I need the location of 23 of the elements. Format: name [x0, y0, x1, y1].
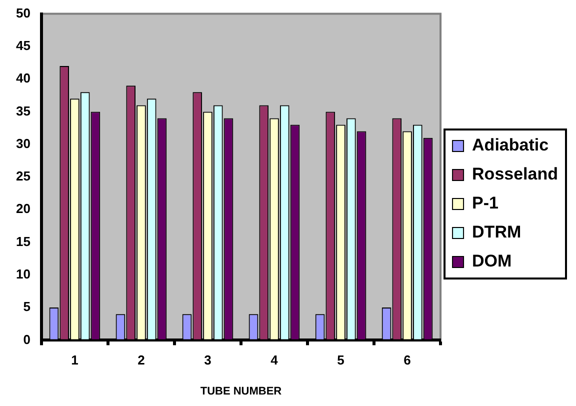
- y-tick-label: 50: [16, 5, 30, 20]
- x-tick-label: 6: [404, 352, 411, 368]
- x-tick-label: 5: [337, 352, 344, 368]
- x-tick-label: 1: [71, 352, 78, 368]
- y-tick-label: 35: [16, 103, 30, 118]
- legend-label: DOM: [472, 252, 512, 271]
- legend-label: P-1: [472, 194, 498, 213]
- y-tick-label: 0: [23, 332, 30, 347]
- legend-label: Rosseland: [472, 164, 558, 184]
- y-tick-label: 5: [23, 299, 30, 314]
- y-tick-label: 45: [16, 38, 30, 54]
- x-tick-label: 3: [204, 352, 212, 368]
- legend-label: DTRM: [472, 222, 522, 242]
- x-axis-title: TUBE NUMBER: [200, 385, 282, 398]
- x-tick-label: 4: [270, 352, 279, 368]
- y-tick-label: 40: [16, 70, 30, 86]
- y-tick-label: 25: [16, 168, 30, 184]
- y-tick-label: 20: [16, 201, 30, 216]
- y-tick-label: 30: [16, 136, 30, 151]
- y-tick-label: 10: [16, 266, 30, 282]
- x-tick-label: 2: [138, 352, 145, 368]
- legend-label: Adiabatic: [472, 136, 549, 155]
- y-tick-label: 15: [16, 234, 30, 249]
